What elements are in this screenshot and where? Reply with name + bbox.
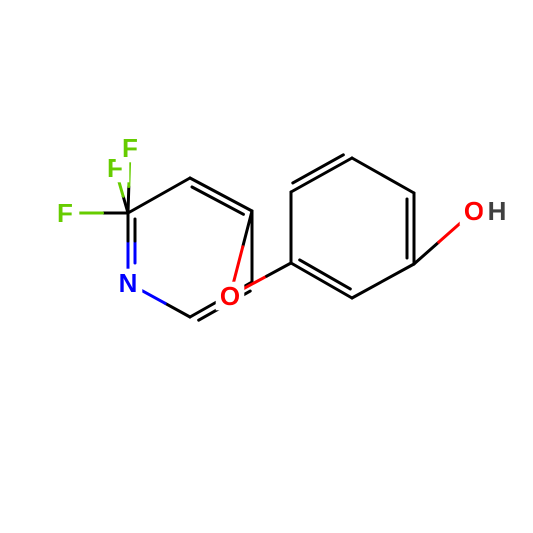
atom-o: O <box>220 281 240 311</box>
atom-h: H <box>488 196 507 226</box>
molecule-diagram: FFFNOOH <box>0 0 533 533</box>
atom-n: N <box>119 268 138 298</box>
atom-f: F <box>122 133 138 163</box>
atom-f: F <box>57 198 73 228</box>
atom-o: O <box>464 196 484 226</box>
